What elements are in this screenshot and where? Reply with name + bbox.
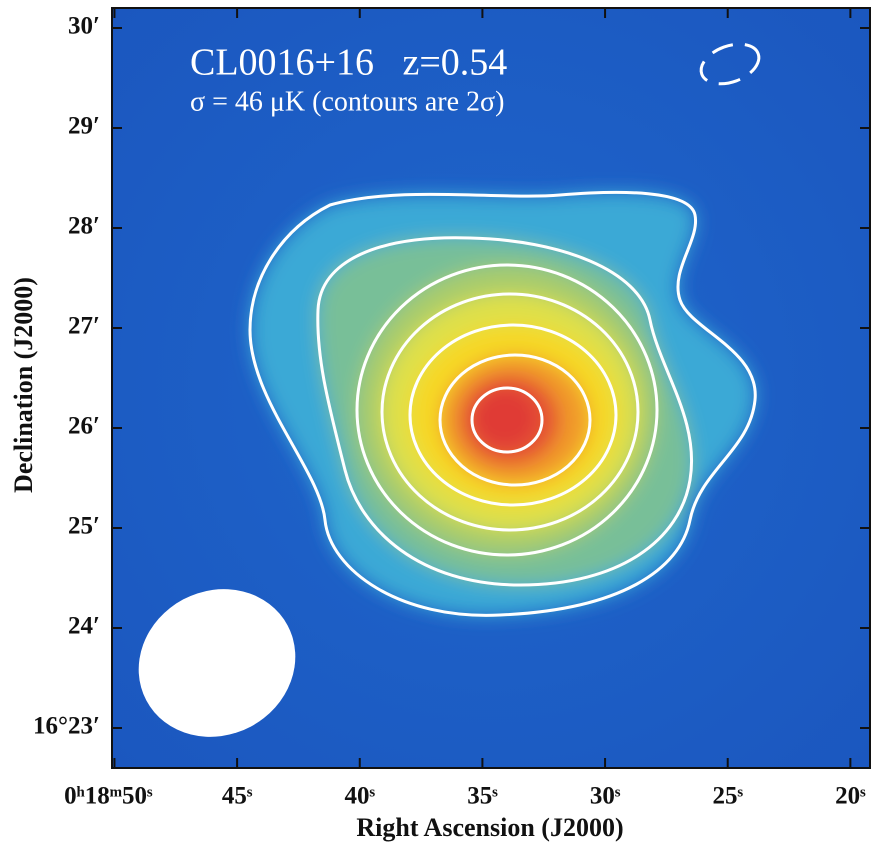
y-tick-label: 24′	[68, 613, 100, 640]
x-tick-label: 25ˢ	[713, 783, 744, 810]
x-tick-label: 20ˢ	[835, 783, 866, 810]
x-tick-label: 40ˢ	[345, 783, 376, 810]
x-axis-title: Right Ascension (J2000)	[356, 813, 623, 842]
x-tick-label: 45ˢ	[222, 783, 253, 810]
map: CL0016+16 z=0.54 σ = 46 μK (contours are…	[112, 8, 870, 768]
y-axis-title: Declination (J2000)	[9, 277, 38, 493]
x-tick-label: 0ʰ18ᵐ50ˢ	[64, 783, 153, 810]
x-tick-label: 30ˢ	[590, 783, 621, 810]
y-tick-label: 27′	[68, 313, 100, 340]
chart: CL0016+16 z=0.54 σ = 46 μK (contours are…	[0, 0, 873, 850]
chart-subtitle: σ = 46 μK (contours are 2σ)	[190, 86, 504, 117]
y-tick-label: 28′	[68, 213, 100, 240]
y-tick-label: 30′	[68, 13, 100, 40]
x-tick-label: 35ˢ	[467, 783, 498, 810]
y-tick-label: 26′	[68, 413, 100, 440]
y-tick-label: 16°23′	[33, 713, 100, 740]
y-tick-label: 25′	[68, 513, 100, 540]
y-tick-label: 29′	[68, 113, 100, 140]
chart-title: CL0016+16 z=0.54	[190, 42, 507, 84]
